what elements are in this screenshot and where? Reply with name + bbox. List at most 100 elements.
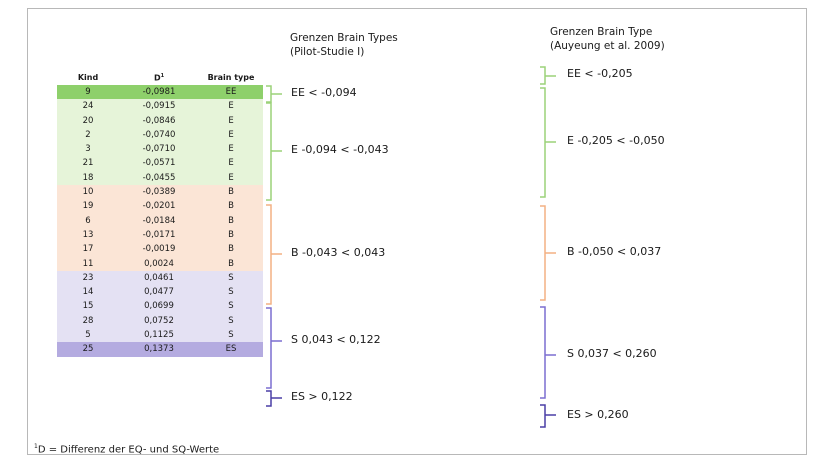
figure-frame xyxy=(27,8,807,455)
auyeung-title: Grenzen Brain Type (Auyeung et al. 2009) xyxy=(550,25,665,53)
footnote-marker: 1 xyxy=(34,443,38,450)
cell-d: -0,0846 xyxy=(142,115,176,126)
cell-d: -0,0184 xyxy=(142,215,176,226)
cell-d: 0,0024 xyxy=(144,258,174,269)
auyeung-bracket-es xyxy=(540,404,556,428)
cell-type: E xyxy=(228,101,234,112)
cell-d: 0,0477 xyxy=(144,287,174,298)
pilot-label-b: B -0,043 < 0,043 xyxy=(291,246,386,259)
cell-kind: 9 xyxy=(85,87,91,97)
brain-type-table: Kind D1 Brain type 9 -0,0981 EE 24 -0,0915 E 2… xyxy=(57,73,263,357)
cell-kind: 21 xyxy=(82,158,94,169)
auyeung-label-es: ES > 0,260 xyxy=(567,408,629,421)
footnote: 1D = Differenz der EQ- und SQ-Werte xyxy=(34,443,219,455)
table-row: 6 -0,0184 B xyxy=(57,213,263,228)
header-kind: Kind xyxy=(77,73,99,82)
cell-type: E xyxy=(228,144,234,155)
cell-d: 0,1373 xyxy=(144,344,174,355)
cell-d: -0,0389 xyxy=(142,187,176,198)
table-row: 24 -0,0915 E xyxy=(57,99,263,114)
header-d-sup: 1 xyxy=(160,73,165,79)
auyeung-label-s: S 0,037 < 0,260 xyxy=(567,347,657,360)
table-row: 11 0,0024 B xyxy=(57,256,263,271)
auyeung-title-line1: Grenzen Brain Type xyxy=(550,26,653,38)
cell-kind: 5 xyxy=(85,330,91,341)
auyeung-bracket-s xyxy=(540,306,556,399)
pilot-label-ee: EE < -0,094 xyxy=(291,86,357,99)
cell-d: -0,0710 xyxy=(142,144,176,155)
table-body: 9 -0,0981 EE 24 -0,0915 E 20 -0,0846 E 2 -0,0740 E 3… xyxy=(57,85,263,357)
cell-type: E xyxy=(228,172,234,183)
cell-kind: 24 xyxy=(82,101,94,112)
pilot-label-es: ES > 0,122 xyxy=(291,390,353,403)
table-row: 25 0,1373 ES xyxy=(57,342,263,357)
table-row: 10 -0,0389 B xyxy=(57,185,263,200)
cell-type: B xyxy=(228,201,234,212)
auyeung-bracket-e xyxy=(540,87,556,198)
table-row: 2 -0,0740 E xyxy=(57,127,263,143)
cell-d: 0,1125 xyxy=(144,330,174,341)
cell-kind: 17 xyxy=(82,244,94,255)
table-row: 21 -0,0571 E xyxy=(57,156,263,171)
cell-type: S xyxy=(228,287,234,298)
cell-type: S xyxy=(228,315,234,326)
cell-d: -0,0740 xyxy=(142,129,176,140)
auyeung-label-b: B -0,050 < 0,037 xyxy=(567,245,662,258)
cell-kind: 19 xyxy=(82,201,94,212)
cell-type: B xyxy=(228,229,234,240)
footnote-text: D = Differenz der EQ- und SQ-Werte xyxy=(37,444,220,456)
pilot-label-e: E -0,094 < -0,043 xyxy=(291,143,389,156)
cell-d: -0,0455 xyxy=(142,172,176,183)
auyeung-title-line2: (Auyeung et al. 2009) xyxy=(550,40,665,52)
table-row: 9 -0,0981 EE xyxy=(57,85,263,100)
cell-d: -0,0571 xyxy=(142,158,176,169)
table-row: 5 0,1125 S xyxy=(57,328,263,343)
cell-d: 0,0461 xyxy=(144,272,174,283)
table-row: 20 -0,0846 E xyxy=(57,113,263,128)
pilot-title-line2: (Pilot-Studie I) xyxy=(290,46,365,58)
cell-d: -0,0915 xyxy=(142,101,176,112)
cell-type: ES xyxy=(225,344,237,355)
cell-kind: 11 xyxy=(82,258,94,269)
table-row: 19 -0,0201 B xyxy=(57,199,263,214)
table-row: 17 -0,0019 B xyxy=(57,242,263,257)
pilot-bracket-e xyxy=(266,102,282,201)
auyeung-bracket-ee xyxy=(540,66,556,85)
table-row: 23 0,0461 S xyxy=(57,270,263,286)
table-row: 13 -0,0171 B xyxy=(57,227,263,243)
cell-type: B xyxy=(228,244,234,255)
pilot-bracket-ee xyxy=(266,85,282,103)
pilot-bracket-s xyxy=(266,307,282,389)
cell-d: -0,0171 xyxy=(142,229,176,240)
cell-d: -0,0019 xyxy=(142,244,176,255)
table-row: 14 0,0477 S xyxy=(57,285,263,300)
cell-d: -0,0201 xyxy=(142,201,176,212)
cell-type: S xyxy=(228,301,234,312)
header-d-label: D xyxy=(153,73,161,83)
cell-kind: 10 xyxy=(82,187,94,198)
cell-d: 0,0699 xyxy=(144,301,174,312)
pilot-title: Grenzen Brain Types (Pilot-Studie I) xyxy=(290,31,398,59)
auyeung-label-e: E -0,205 < -0,050 xyxy=(567,134,665,147)
cell-kind: 6 xyxy=(85,215,91,226)
cell-kind: 28 xyxy=(82,315,94,326)
cell-type: B xyxy=(228,258,234,269)
cell-type: S xyxy=(228,330,234,341)
header-d: D1 xyxy=(119,73,199,83)
cell-kind: 18 xyxy=(82,172,94,183)
cell-type: E xyxy=(228,158,234,169)
pilot-label-s: S 0,043 < 0,122 xyxy=(291,333,381,346)
cell-kind: 13 xyxy=(82,229,94,240)
auyeung-bracket-b xyxy=(540,205,556,301)
cell-d: -0,0981 xyxy=(142,87,176,97)
auyeung-label-ee: EE < -0,205 xyxy=(567,67,633,80)
cell-kind: 20 xyxy=(82,115,94,126)
cell-type: EE xyxy=(225,87,237,97)
table-row: 3 -0,0710 E xyxy=(57,142,263,157)
cell-kind: 25 xyxy=(82,344,94,355)
cell-type: E xyxy=(228,129,234,140)
table-row: 28 0,0752 S xyxy=(57,313,263,329)
cell-type: E xyxy=(228,115,234,126)
table-row: 18 -0,0455 E xyxy=(57,170,263,186)
